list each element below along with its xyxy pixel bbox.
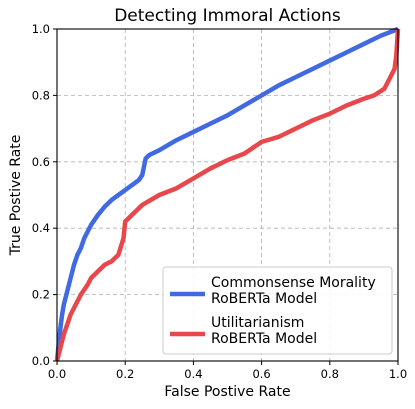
legend-box — [162, 266, 393, 355]
y-tick-label: 0.6 — [32, 155, 50, 169]
legend-label: RoBERTa Model — [211, 331, 317, 347]
y-tick-label: 0.8 — [32, 88, 50, 102]
legend-label: Utilitarianism — [211, 315, 304, 331]
chart-title: Detecting Immoral Actions — [114, 6, 341, 26]
x-tick-label: 0.4 — [184, 367, 202, 381]
series-line-0 — [54, 26, 399, 362]
x-tick-label: 0.2 — [116, 367, 134, 381]
series-line-1 — [54, 28, 401, 362]
y-tick-label: 0.0 — [32, 354, 50, 368]
y-tick-label: 0.4 — [32, 221, 50, 235]
x-tick-label: 0.6 — [252, 367, 270, 381]
series-layer — [54, 26, 401, 362]
y-tick-label: 0.2 — [32, 288, 50, 302]
ticks: 0.0 0.2 0.4 0.6 0.8 1.0 0.0 0.2 0.4 0.6 0.8 1.0 — [32, 22, 407, 381]
legend-label: RoBERTa Model — [211, 291, 317, 307]
y-axis-label: True Postive Rate — [8, 135, 24, 257]
y-tick-label: 1.0 — [32, 22, 50, 36]
x-axis-label: False Postive Rate — [164, 384, 290, 400]
x-tick-label: 0.0 — [48, 367, 66, 381]
legend-label: Commonsense Morality — [211, 275, 376, 291]
x-tick-label: 1.0 — [389, 367, 407, 381]
axes-frame — [56, 28, 399, 362]
x-tick-label: 0.8 — [321, 367, 339, 381]
